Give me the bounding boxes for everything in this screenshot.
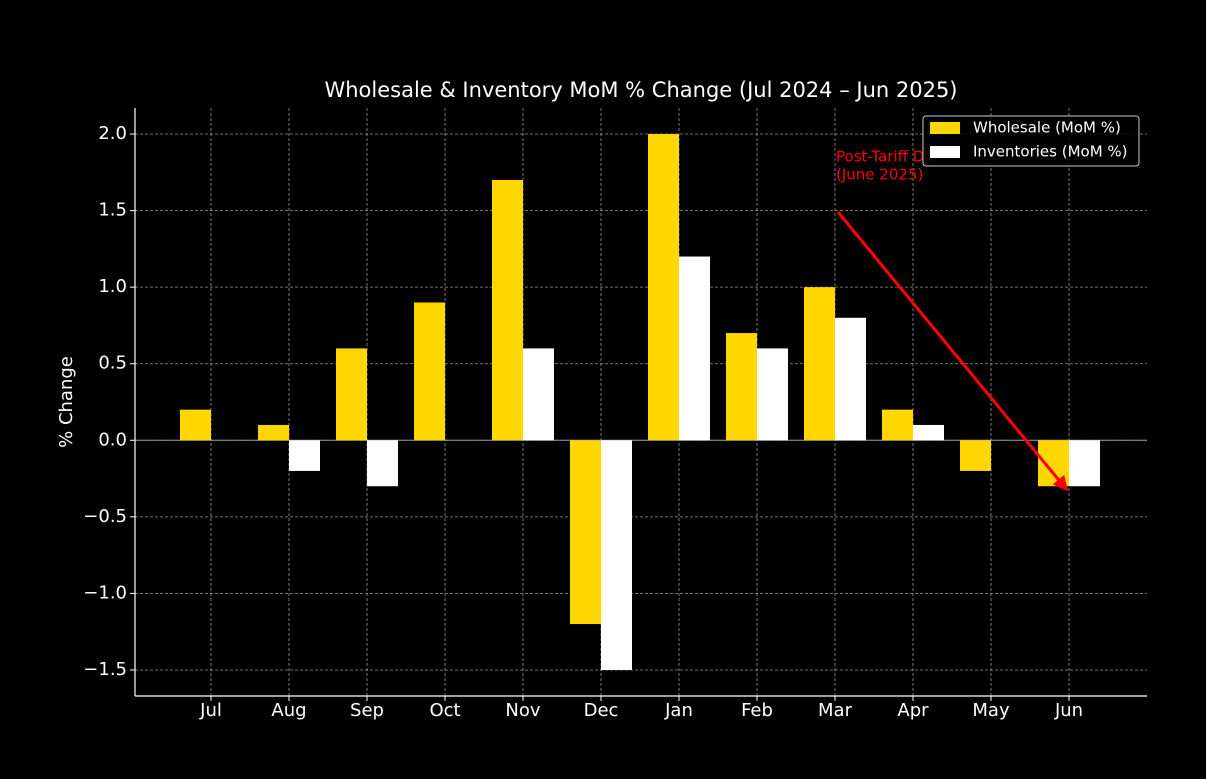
bar bbox=[1069, 440, 1100, 487]
bar bbox=[913, 424, 944, 441]
bar bbox=[960, 440, 991, 471]
bar bbox=[804, 287, 835, 441]
y-tick-label: 2.0 bbox=[98, 123, 127, 144]
bar bbox=[835, 317, 866, 441]
legend: Wholesale (MoM %) Inventories (MoM %) bbox=[922, 115, 1140, 167]
bar bbox=[757, 348, 788, 441]
y-tick-label: 1.5 bbox=[98, 200, 127, 221]
bar bbox=[367, 440, 398, 487]
x-tick-label: Aug bbox=[271, 700, 306, 721]
x-tick-label: Sep bbox=[350, 700, 384, 721]
x-tick-label: Apr bbox=[897, 700, 929, 721]
bar bbox=[1038, 440, 1069, 487]
bar bbox=[492, 179, 523, 441]
bar bbox=[523, 348, 554, 441]
y-tick-label: 0.5 bbox=[98, 353, 127, 374]
x-tick-label: Jun bbox=[1054, 700, 1083, 721]
bar bbox=[601, 440, 632, 670]
legend-box bbox=[922, 115, 1140, 167]
y-tick-label: 0.0 bbox=[98, 429, 127, 450]
x-tick-label: Jan bbox=[664, 700, 693, 721]
bar bbox=[679, 256, 710, 441]
x-tick-label: Jul bbox=[199, 700, 222, 721]
x-tick-label: Mar bbox=[818, 700, 853, 721]
x-tick-label: May bbox=[972, 700, 1010, 721]
y-tick-label: −1.5 bbox=[83, 659, 127, 680]
x-tick-label: Dec bbox=[584, 700, 619, 721]
legend-swatch bbox=[930, 146, 960, 158]
bar bbox=[258, 424, 289, 441]
bar bbox=[289, 440, 320, 471]
bar bbox=[648, 134, 679, 441]
bar bbox=[180, 409, 211, 441]
bar bbox=[570, 440, 601, 625]
legend-swatch bbox=[930, 122, 960, 134]
bar bbox=[882, 409, 913, 441]
legend-label: Inventories (MoM %) bbox=[973, 143, 1128, 161]
y-tick-label: 1.0 bbox=[98, 276, 127, 297]
bar bbox=[726, 333, 757, 441]
y-tick-label: −1.0 bbox=[83, 582, 127, 603]
bar bbox=[336, 348, 367, 441]
bar bbox=[414, 302, 445, 441]
y-axis-label: % Change bbox=[56, 356, 77, 448]
annotation-text: Post-Tariff Dip bbox=[836, 148, 938, 166]
x-tick-label: Oct bbox=[429, 700, 460, 721]
legend-label: Wholesale (MoM %) bbox=[973, 119, 1121, 137]
annotation-arrow bbox=[836, 211, 1069, 492]
annotation-text: (June 2025) bbox=[836, 166, 923, 184]
x-tick-label: Feb bbox=[741, 700, 773, 721]
chart-title: Wholesale & Inventory MoM % Change (Jul … bbox=[324, 78, 957, 102]
y-tick-label: −0.5 bbox=[83, 506, 127, 527]
x-tick-label: Nov bbox=[505, 700, 540, 721]
